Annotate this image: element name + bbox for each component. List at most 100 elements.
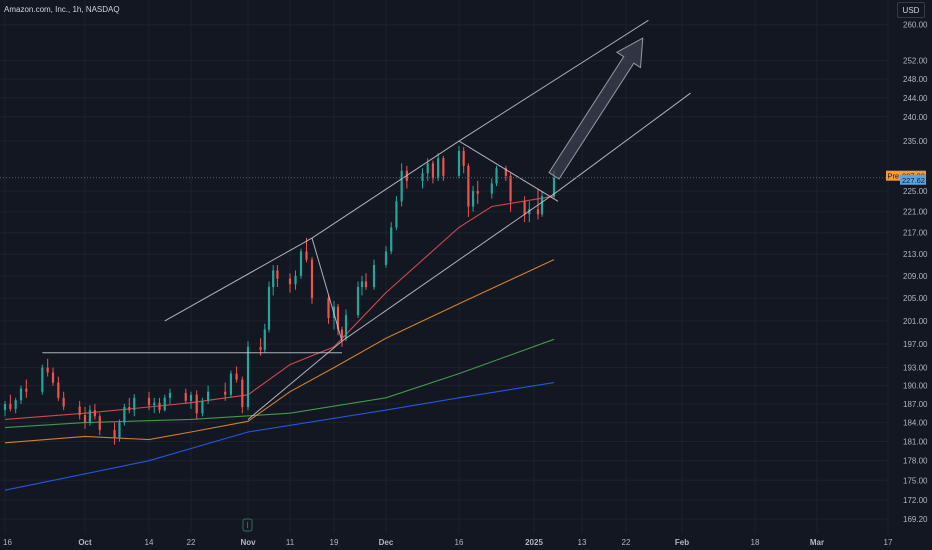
candle-body xyxy=(437,158,440,179)
candle-body xyxy=(442,158,445,176)
chart-extras xyxy=(242,518,253,532)
candle-body xyxy=(552,177,556,197)
price-tick-label: 260.00 xyxy=(903,21,928,30)
price-tick-label: 248.00 xyxy=(903,75,928,84)
candle-body xyxy=(462,150,465,166)
candle-body xyxy=(163,397,166,411)
candle-body xyxy=(62,397,65,407)
candle-body xyxy=(528,209,531,215)
candle-body xyxy=(224,391,227,395)
time-tick-label: Feb xyxy=(675,538,689,547)
candle-body xyxy=(384,251,388,266)
candle-body xyxy=(118,422,121,439)
candle-body xyxy=(51,372,55,383)
last-price-text: 227.62 xyxy=(902,176,925,185)
moving-averages xyxy=(4,195,555,491)
candle-body xyxy=(495,168,498,184)
time-axis[interactable]: 16 Oct 14 22 Nov 11 19 Dec 16 2025 13 22 Feb 18 Mar 17 xyxy=(3,538,893,547)
candle-body xyxy=(431,163,435,179)
candle-body xyxy=(184,392,187,401)
candle-body xyxy=(344,315,348,339)
price-tick-label: 197.00 xyxy=(903,340,928,349)
price-tick-label: 252.00 xyxy=(903,57,928,66)
time-tick-label: Dec xyxy=(379,538,394,547)
candle-body xyxy=(504,168,507,176)
pre-label-text: Pre xyxy=(888,172,900,181)
candle-body xyxy=(267,287,271,330)
candle-body xyxy=(98,416,101,431)
trend-line[interactable] xyxy=(458,19,649,142)
time-tick-label: Oct xyxy=(78,538,92,547)
price-tick-label: 184.00 xyxy=(903,419,928,428)
price-tick-label: 187.00 xyxy=(903,400,928,409)
candle-body xyxy=(19,388,23,401)
time-tick-label: 16 xyxy=(455,538,464,547)
candle-body xyxy=(471,191,475,207)
candle-body xyxy=(78,406,81,416)
candle-body xyxy=(390,227,393,252)
candle-body xyxy=(299,251,303,276)
trend-line[interactable] xyxy=(341,190,559,342)
trend-line[interactable] xyxy=(311,140,460,239)
last-price-badge xyxy=(900,174,926,185)
candle-body xyxy=(540,196,544,215)
candle-body xyxy=(400,170,403,202)
currency-button[interactable]: USD xyxy=(897,2,925,18)
price-tick-label: 244.00 xyxy=(903,94,928,103)
time-tick-label: 18 xyxy=(751,538,760,547)
moving-average-line xyxy=(4,259,555,444)
time-tick-label: 22 xyxy=(187,538,196,547)
time-tick-label: 11 xyxy=(286,538,295,547)
earnings-icon[interactable] xyxy=(242,518,253,532)
candle-body xyxy=(360,281,364,288)
price-axis[interactable]: 260.00 252.00 248.00 244.00 240.00 235.00 225.… xyxy=(903,21,928,524)
candle-body xyxy=(201,400,204,414)
candle-body xyxy=(241,379,244,408)
candle-body xyxy=(128,407,131,411)
candle-body xyxy=(259,346,262,350)
candle-body xyxy=(3,403,7,411)
candle-body xyxy=(113,430,116,439)
candle-body xyxy=(336,306,340,330)
candle-body xyxy=(123,407,126,423)
trend-line[interactable] xyxy=(247,340,343,420)
candle-body xyxy=(46,367,49,373)
candle-body xyxy=(189,394,193,401)
time-tick-label: 17 xyxy=(884,538,893,547)
candle-body xyxy=(426,163,429,174)
candle-body xyxy=(276,270,279,279)
trend-line[interactable] xyxy=(164,237,313,322)
candle-body xyxy=(93,410,96,417)
candle-body xyxy=(272,270,275,288)
trend-line[interactable] xyxy=(557,92,691,192)
trend-line[interactable] xyxy=(458,140,559,202)
candle-body xyxy=(195,394,198,414)
price-tick-label: 193.00 xyxy=(903,364,928,373)
candle-body xyxy=(327,298,330,319)
time-tick-label: 19 xyxy=(330,538,339,547)
candle-body xyxy=(467,165,470,207)
candle-body xyxy=(509,175,512,202)
pre-label-badge xyxy=(886,170,900,181)
price-tick-label: 190.00 xyxy=(903,382,928,391)
candle-body xyxy=(294,275,297,285)
candle-body xyxy=(263,329,266,350)
candle-body xyxy=(9,403,12,409)
time-tick-label: 22 xyxy=(622,538,631,547)
candle-body xyxy=(476,191,479,194)
time-tick-label: 16 xyxy=(3,538,12,547)
candle-body xyxy=(133,397,136,411)
price-tick-label: 217.00 xyxy=(903,229,928,238)
candle-body xyxy=(83,415,87,423)
candle-body xyxy=(246,346,250,408)
candle-body xyxy=(364,281,368,288)
candle-body xyxy=(41,367,44,392)
price-tick-label: 209.00 xyxy=(903,272,928,281)
time-tick-label: 14 xyxy=(145,538,154,547)
price-tick-label: 221.00 xyxy=(903,208,928,217)
forecast-arrow[interactable] xyxy=(548,37,644,180)
trend-line[interactable] xyxy=(311,237,343,342)
